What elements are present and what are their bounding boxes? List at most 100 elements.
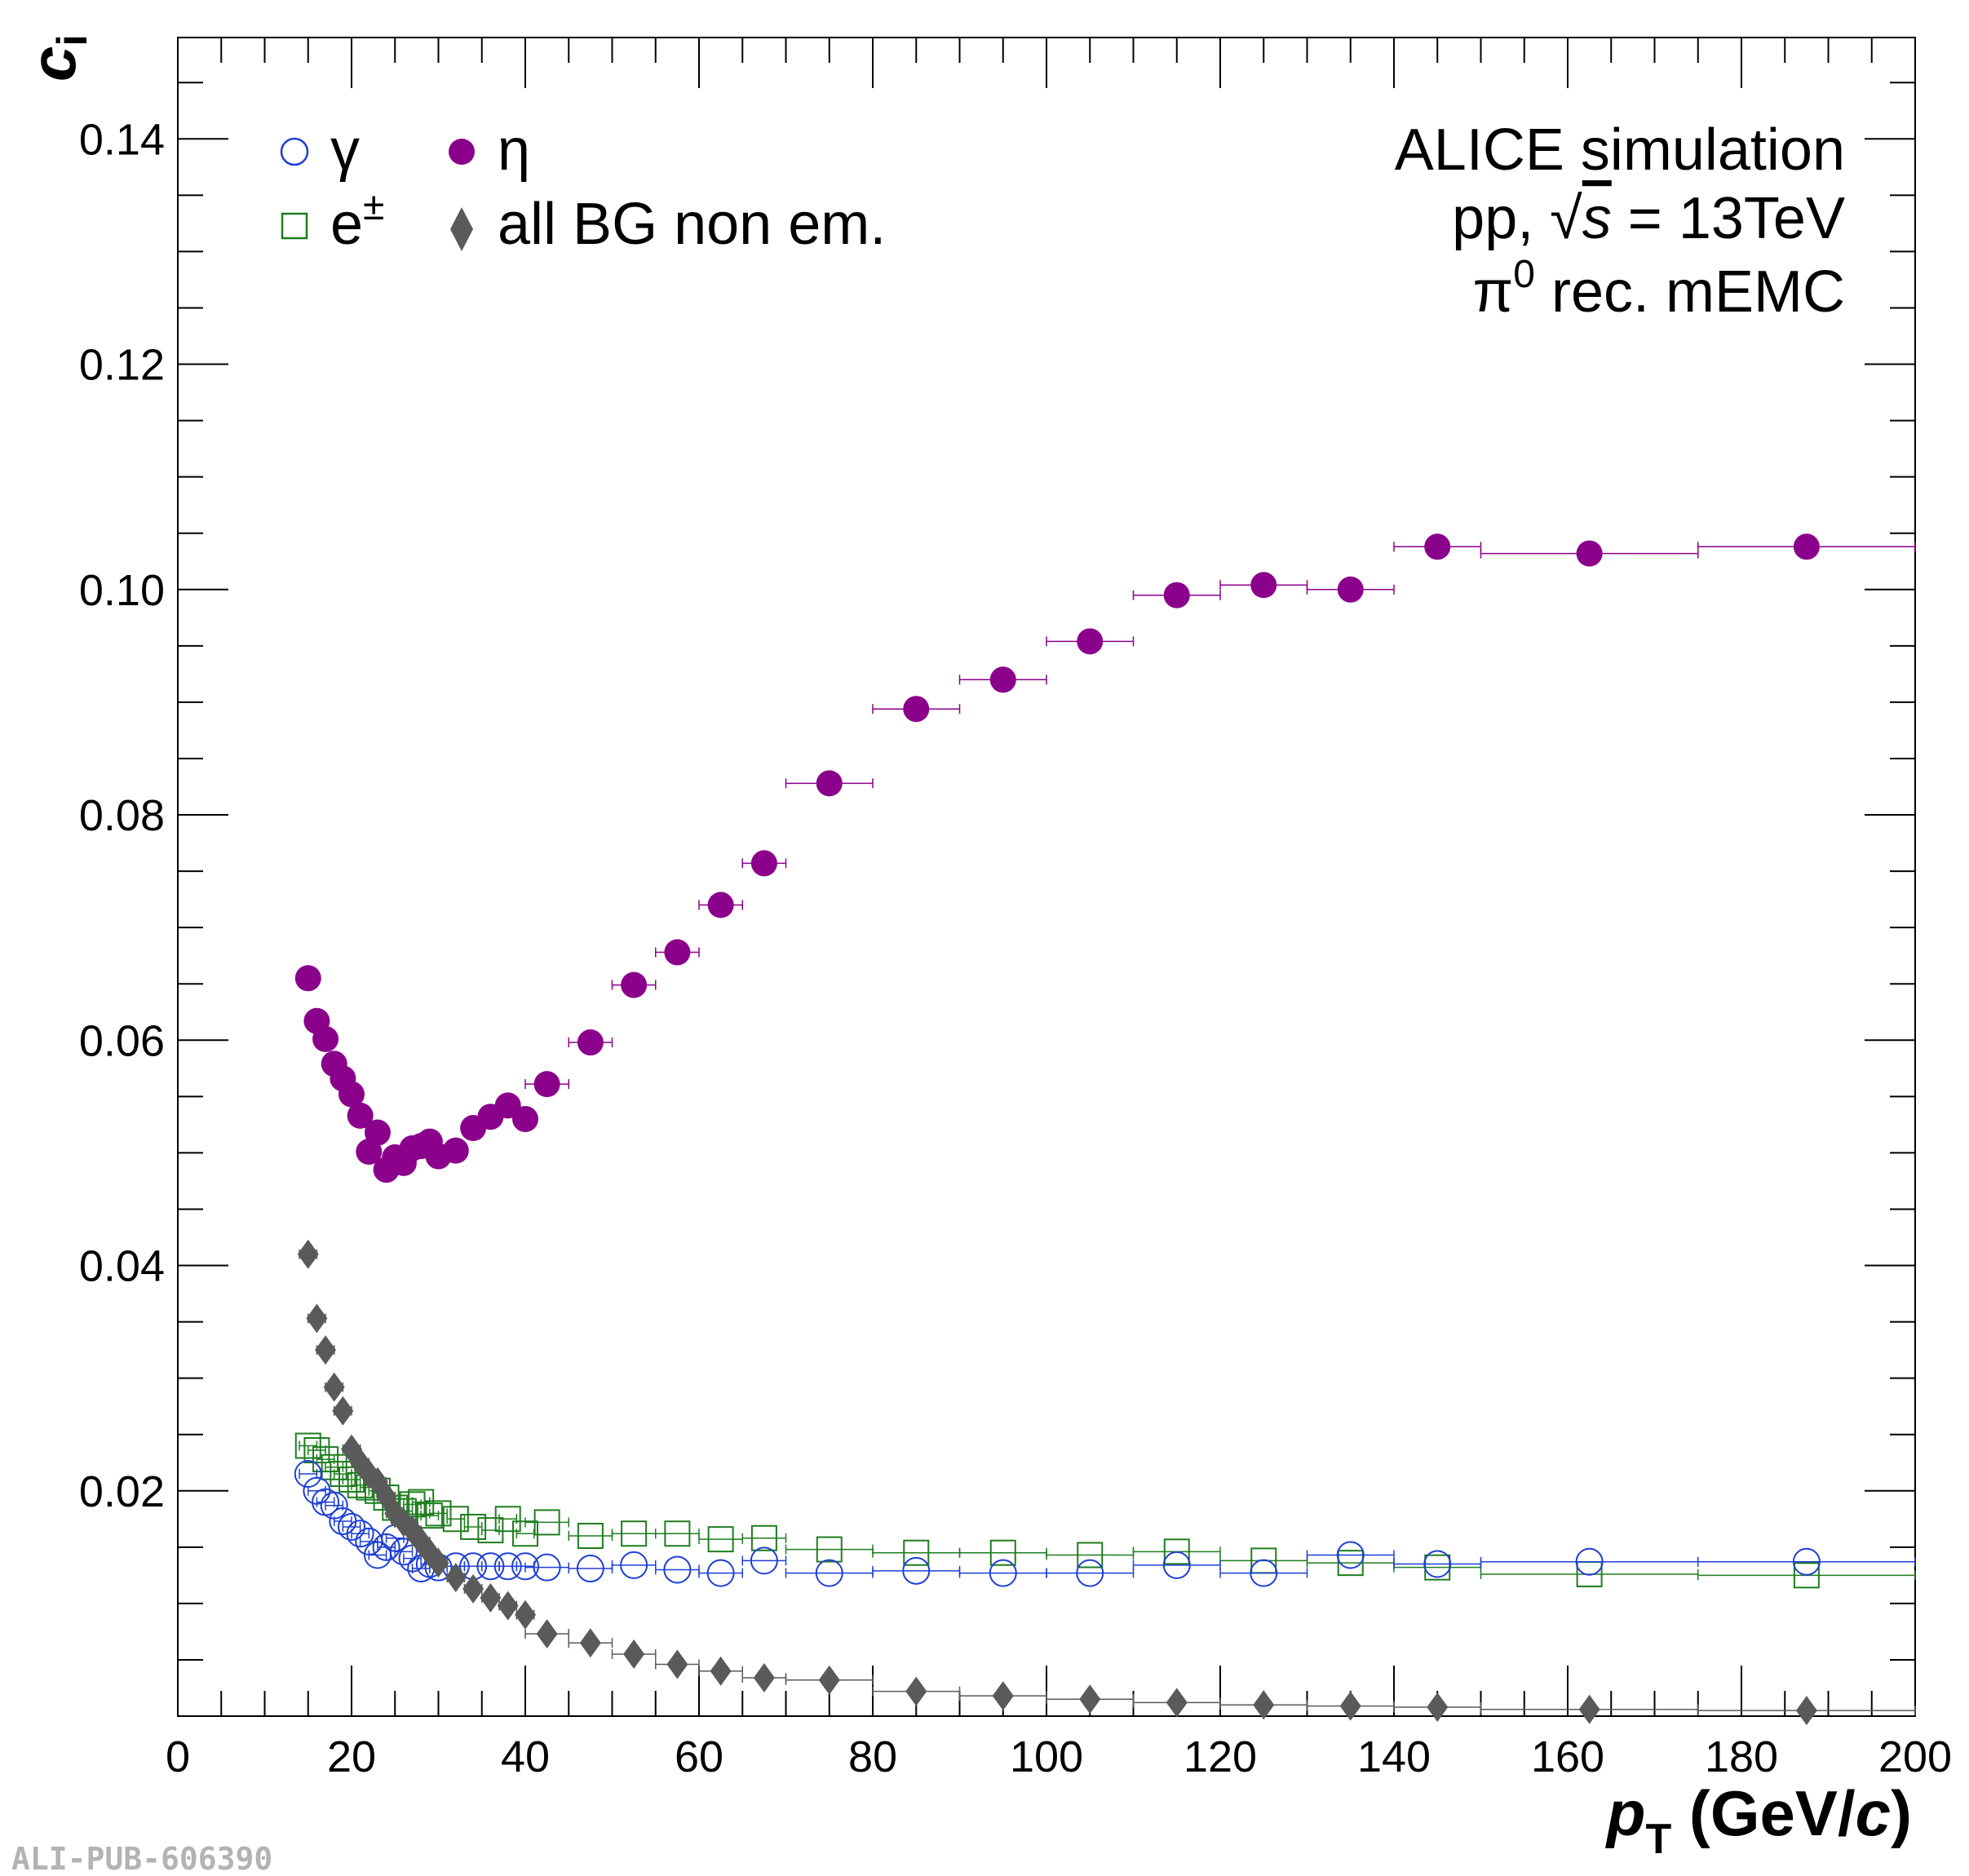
point-electron [903, 1539, 930, 1566]
point-electron [416, 1502, 443, 1529]
point-eta [1576, 540, 1603, 567]
legend-marker-bg [450, 207, 473, 251]
point-eta [512, 1105, 538, 1132]
x-axis-title-units-pre: (GeV/ [1671, 1777, 1855, 1849]
y-axis-title: ci [17, 34, 96, 82]
point-bg [905, 1676, 927, 1706]
y-tick-labels: 0.02 0.04 0.06 0.08 0.10 0.12 0.14 [79, 115, 165, 1515]
point-eta [1337, 576, 1364, 603]
point-bg [818, 1665, 840, 1695]
x-tick-label: 200 [1878, 1732, 1952, 1781]
point-bg [1079, 1684, 1101, 1715]
point-eta [1250, 572, 1277, 599]
legend-label-electron: e± [330, 185, 384, 257]
x-axis-title-sub: T [1645, 1816, 1671, 1863]
x-tick-label: 140 [1357, 1732, 1431, 1781]
point-eta [442, 1137, 469, 1164]
axis-ticks [177, 38, 1916, 1717]
point-bg [480, 1582, 502, 1613]
point-bg [497, 1591, 519, 1621]
point-bg [515, 1599, 536, 1630]
point-electron [750, 1524, 777, 1551]
point-eta [903, 696, 930, 723]
point-electron [1077, 1542, 1104, 1568]
point-bg [445, 1563, 467, 1593]
point-bg [323, 1372, 345, 1402]
point-gamma [576, 1555, 604, 1583]
annotation-line3: π0 rec. mEMC [1473, 253, 1845, 325]
point-eta [1163, 582, 1190, 608]
series-eta [294, 533, 1916, 1184]
point-gamma [338, 1512, 365, 1541]
point-gamma [1792, 1547, 1821, 1576]
point-gamma [1575, 1547, 1604, 1576]
point-electron [1793, 1562, 1820, 1589]
point-electron [664, 1520, 691, 1547]
point-gamma [533, 1553, 561, 1582]
point-electron [330, 1461, 356, 1488]
legend-label-bg: all BG non em. [498, 192, 886, 257]
legend-marker-electron [281, 212, 308, 240]
point-gamma [511, 1552, 539, 1581]
point-eta [533, 1071, 560, 1098]
y-tick-label: 0.04 [79, 1242, 165, 1291]
point-gamma [1250, 1559, 1278, 1587]
y-axis-title-var: c [17, 46, 89, 82]
point-gamma [346, 1520, 374, 1548]
point-bg [306, 1303, 328, 1334]
y-tick-label: 0.02 [79, 1467, 165, 1516]
point-electron [1163, 1538, 1190, 1565]
point-gamma [663, 1555, 692, 1584]
point-gamma [1336, 1541, 1365, 1569]
point-bg [315, 1335, 337, 1365]
point-bg [427, 1548, 449, 1578]
point-electron [533, 1509, 560, 1536]
series-bg [297, 1239, 1916, 1726]
point-eta [1424, 533, 1451, 560]
point-bg [1166, 1688, 1188, 1718]
point-gamma [1076, 1559, 1104, 1587]
y-tick-label: 0.10 [79, 566, 165, 615]
point-eta [1077, 628, 1104, 655]
legend: γ η e± all BG non em. [280, 117, 886, 257]
x-axis-title-var: p [1605, 1777, 1646, 1849]
y-axis-title-sub: i [49, 34, 96, 46]
point-electron [294, 1432, 321, 1459]
point-bg [536, 1619, 558, 1649]
x-tick-label: 100 [1010, 1732, 1083, 1781]
y-tick-label: 0.06 [79, 1016, 165, 1065]
point-eta [577, 1029, 604, 1056]
point-bg [710, 1656, 732, 1686]
point-eta [338, 1081, 365, 1108]
point-bg [1427, 1692, 1449, 1722]
legend-label-eta: η [498, 117, 530, 183]
point-gamma [389, 1538, 418, 1566]
point-electron [494, 1506, 521, 1533]
x-tick-label: 40 [501, 1732, 550, 1781]
point-bg [1253, 1690, 1275, 1720]
point-bg [297, 1239, 319, 1269]
point-eta [707, 892, 734, 918]
point-eta [664, 939, 691, 966]
legend-marker-eta [449, 139, 475, 165]
point-bg [462, 1573, 485, 1604]
point-electron [816, 1536, 843, 1563]
point-eta [364, 1119, 391, 1146]
x-axis-title: pT (GeV/c) [1605, 1777, 1912, 1863]
point-gamma [706, 1559, 735, 1587]
legend-marker-gamma [280, 137, 309, 166]
point-electron [1337, 1550, 1364, 1577]
x-axis-title-units-post: ) [1891, 1777, 1912, 1849]
point-eta [312, 1025, 339, 1052]
point-bg [579, 1628, 601, 1658]
point-bg [623, 1639, 645, 1670]
annotation: ALICE simulation pp, √s = 13TeV π0 rec. … [1395, 117, 1845, 325]
point-bg [1795, 1696, 1817, 1726]
x-tick-label: 20 [327, 1732, 376, 1781]
point-electron [425, 1500, 452, 1527]
point-electron [621, 1520, 648, 1547]
point-bg [332, 1396, 354, 1426]
point-eta [294, 965, 321, 992]
point-eta [1793, 533, 1820, 560]
series-gamma [294, 1460, 1916, 1587]
